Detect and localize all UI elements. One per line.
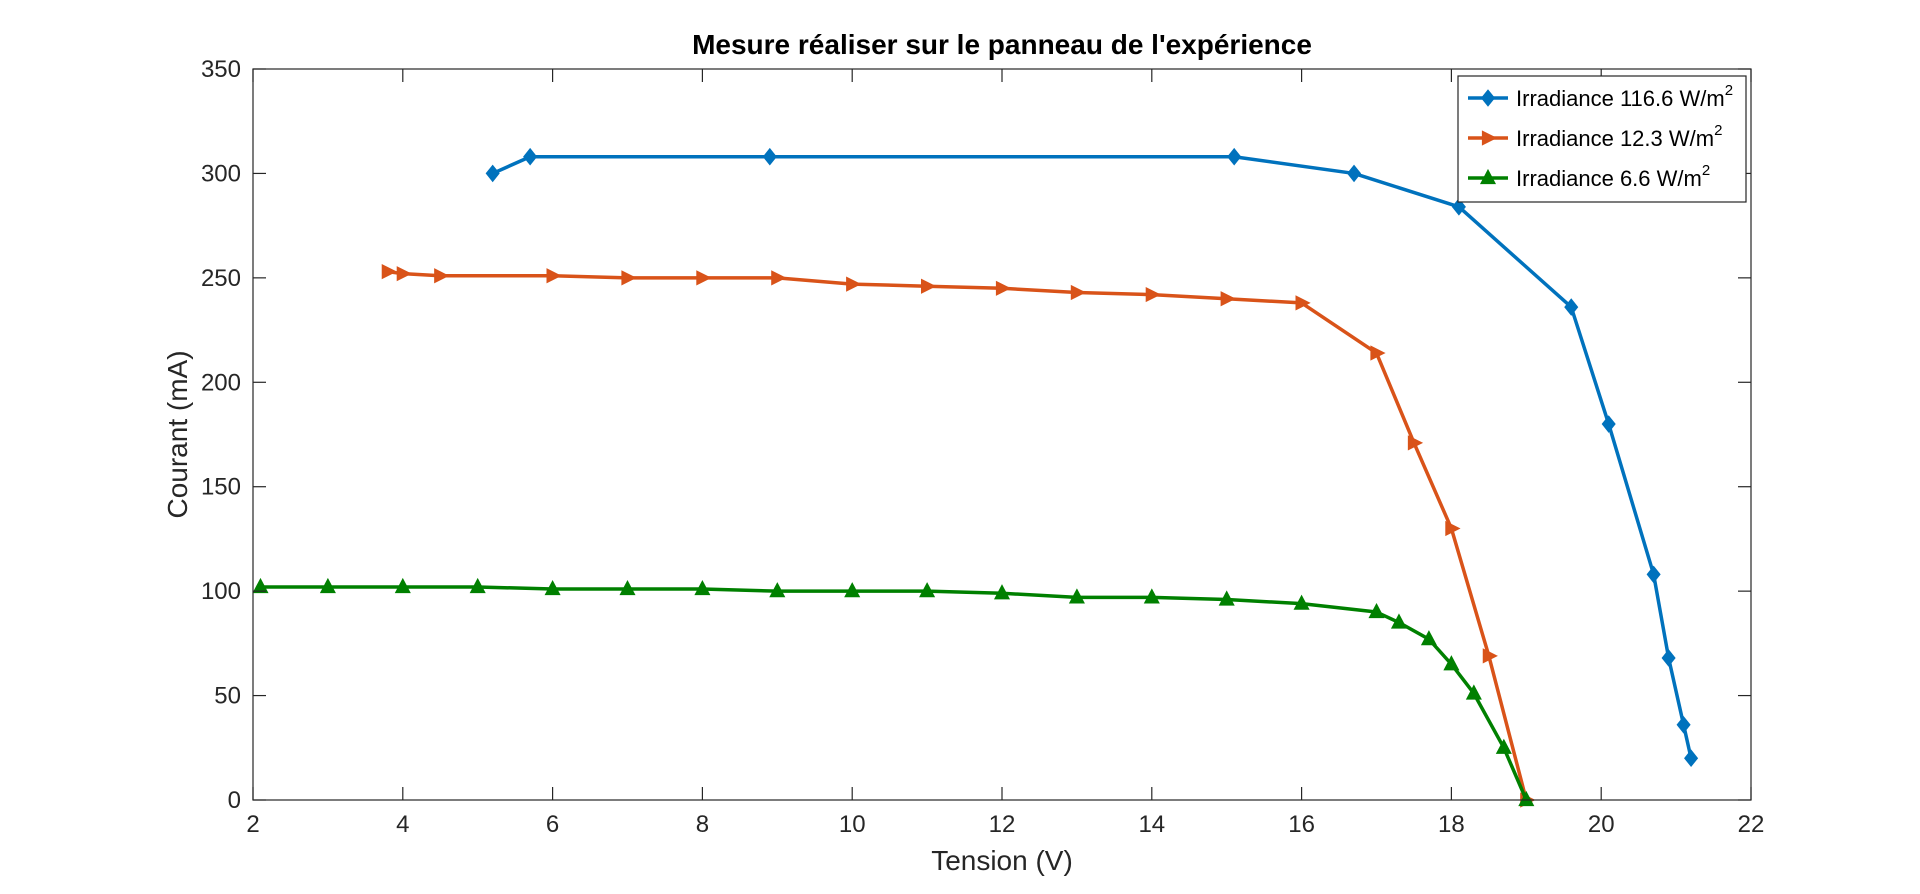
data-point [771, 270, 787, 286]
data-point [846, 276, 862, 292]
x-tick-label: 22 [1738, 811, 1765, 838]
data-point [1295, 295, 1311, 311]
data-point [544, 579, 561, 596]
x-tick-label: 10 [839, 811, 866, 838]
data-point [1482, 648, 1498, 664]
x-axis-title: Tension (V) [931, 845, 1073, 876]
y-tick-label: 300 [201, 160, 241, 187]
data-point [694, 579, 711, 596]
data-point [762, 147, 777, 166]
legend: Irradiance 116.6 W/m2 Irradiance 12.3 W/m… [1457, 75, 1747, 203]
x-tick-label: 2 [246, 811, 259, 838]
legend-entry: Irradiance 12.3 W/m2 [1468, 122, 1722, 151]
x-tick-label: 6 [546, 811, 559, 838]
y-axis-title: Courant (mA) [162, 350, 193, 518]
data-point [1145, 286, 1161, 303]
legend-superscript: 2 [1725, 82, 1733, 99]
x-tick-label: 8 [696, 811, 709, 838]
legend-superscript: 2 [1702, 162, 1710, 179]
data-point [469, 577, 486, 594]
legend-superscript: 2 [1714, 122, 1722, 139]
data-point [844, 582, 861, 598]
data-point [1407, 435, 1424, 451]
legend-label: Irradiance 6.6 W/m2 [1516, 162, 1710, 191]
data-point [769, 582, 786, 598]
series-line [491, 154, 1693, 759]
data-layer [252, 147, 1699, 808]
data-point [1068, 588, 1085, 604]
series-line [260, 585, 1528, 801]
data-point [1346, 164, 1362, 183]
data-point [1661, 649, 1676, 667]
data-point [921, 278, 937, 294]
legend-entry: Irradiance 116.6 W/m2 [1468, 82, 1733, 111]
data-point [1451, 198, 1466, 216]
data-point [1390, 613, 1408, 629]
data-point [1070, 284, 1087, 301]
data-point [995, 280, 1012, 296]
data-point [1143, 588, 1160, 604]
series-2 [381, 263, 1536, 808]
data-point [696, 270, 712, 286]
data-point [1420, 630, 1437, 646]
x-tick-label: 20 [1588, 811, 1615, 838]
x-tick-label: 14 [1138, 811, 1165, 838]
y-tick-label: 0 [228, 787, 241, 814]
data-point [1443, 655, 1460, 671]
data-point [546, 268, 562, 284]
data-point [394, 577, 411, 594]
series-3 [252, 577, 1535, 807]
legend-label: Irradiance 12.3 W/m2 [1516, 122, 1722, 151]
x-tick-label: 18 [1438, 811, 1465, 838]
data-point [523, 147, 538, 166]
x-tick-label: 12 [989, 811, 1016, 838]
data-point [1368, 602, 1385, 619]
chart-title: Mesure réaliser sur le panneau de l'expé… [692, 29, 1312, 60]
data-point [396, 266, 412, 282]
data-point [1495, 738, 1512, 754]
data-point [1564, 298, 1579, 316]
data-point [1684, 749, 1699, 768]
y-tick-label: 150 [201, 474, 241, 501]
y-tick-label: 100 [201, 578, 241, 605]
series-1 [485, 147, 1699, 768]
data-point [252, 577, 269, 594]
x-tick-label: 16 [1288, 811, 1315, 838]
data-point [993, 584, 1011, 600]
data-point [1218, 590, 1235, 606]
legend-marker [1479, 168, 1497, 185]
y-tick-label: 50 [214, 683, 241, 710]
data-point [1676, 716, 1691, 734]
data-point [1518, 790, 1535, 807]
y-tick-label: 350 [201, 56, 241, 83]
data-point [485, 164, 500, 183]
legend-label: Irradiance 116.6 W/m2 [1516, 82, 1733, 111]
x-tick-label: 4 [396, 811, 409, 838]
data-point [434, 268, 450, 284]
data-point [1293, 594, 1310, 610]
y-tick-label: 200 [201, 369, 241, 396]
legend-marker [1480, 89, 1496, 107]
data-point [1445, 520, 1461, 537]
data-point [381, 263, 397, 280]
data-point [1465, 684, 1482, 700]
data-point [1601, 415, 1616, 433]
data-point [621, 270, 637, 286]
legend-entry: Irradiance 6.6 W/m2 [1468, 162, 1710, 191]
data-point [1646, 565, 1661, 584]
data-point [1227, 147, 1242, 166]
legend-marker [1481, 130, 1498, 146]
data-point [319, 577, 336, 594]
y-tick-label: 250 [201, 265, 241, 292]
data-point [919, 582, 936, 598]
data-point [619, 579, 636, 596]
data-point [1370, 345, 1386, 361]
data-point [1220, 291, 1236, 307]
